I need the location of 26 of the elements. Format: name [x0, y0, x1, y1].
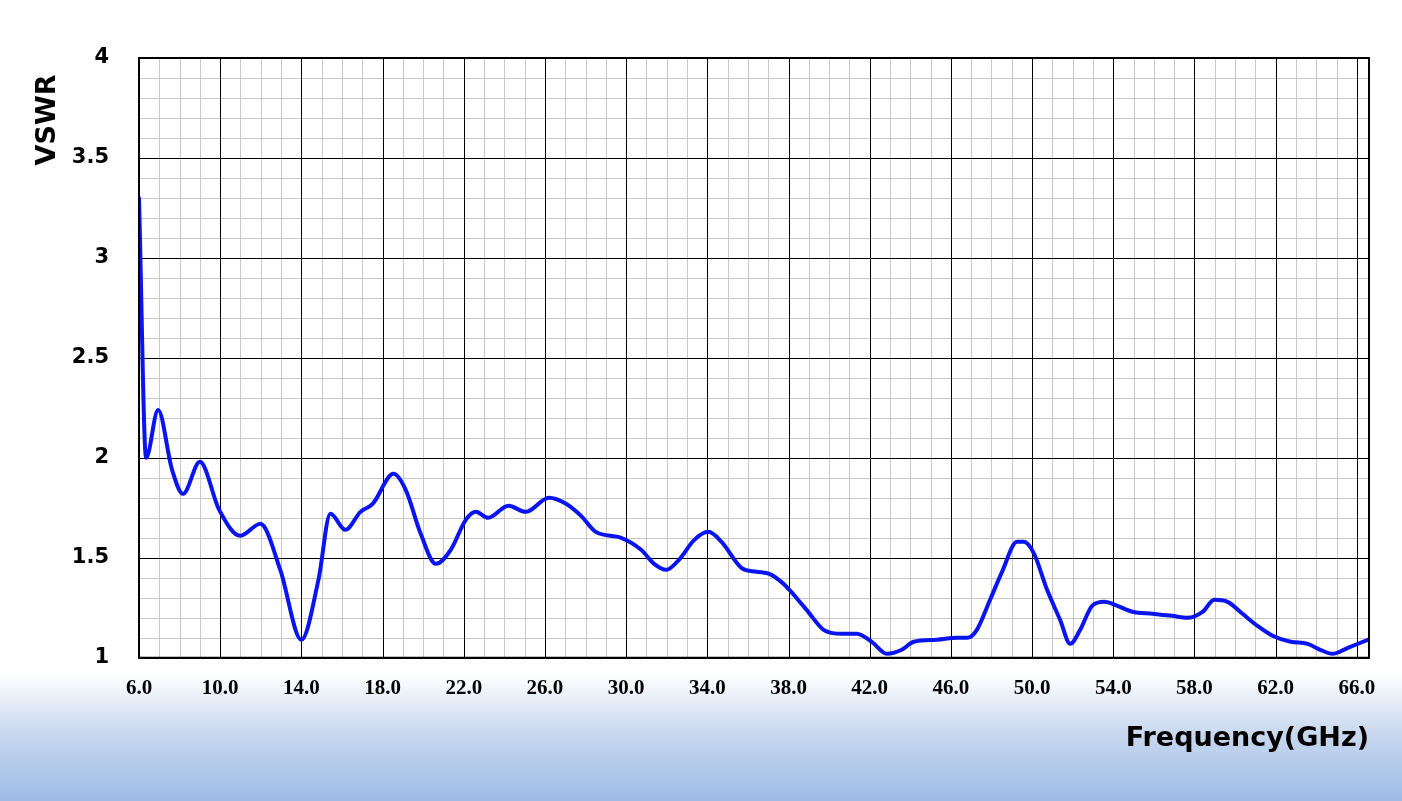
x-axis-title: Frequency(GHz): [1125, 721, 1369, 752]
y-tick-label: 2.5: [71, 344, 109, 369]
x-tick-label: 42.0: [851, 674, 889, 699]
line-series: [139, 195, 1369, 656]
x-tick-label: 6.0: [125, 674, 153, 699]
x-tick-label: 38.0: [770, 674, 807, 699]
y-tick-label: 3: [94, 244, 109, 269]
x-tick-label: 46.0: [932, 674, 970, 699]
y-tick-label: 3.5: [71, 144, 109, 169]
x-tick-label: 50.0: [1013, 674, 1051, 699]
y-tick-label: 1.5: [71, 544, 109, 569]
x-tick-label: 58.0: [1176, 674, 1213, 699]
x-tick-label: 62.0: [1257, 674, 1295, 699]
x-tick-label: 14.0: [283, 674, 320, 699]
x-tick-label: 26.0: [526, 674, 564, 699]
x-tick-label: 30.0: [607, 674, 645, 699]
x-tick-label: 22.0: [445, 674, 483, 699]
y-tick-label: 1: [94, 644, 109, 669]
x-tick-label: 54.0: [1094, 674, 1132, 699]
x-tick-label: 10.0: [201, 674, 239, 699]
x-tick-label: 18.0: [364, 674, 401, 699]
y-axis-title: VSWR: [30, 74, 62, 166]
x-tick-label: 66.0: [1338, 674, 1376, 699]
y-tick-label: 4: [94, 44, 109, 69]
x-tick-label: 34.0: [688, 674, 726, 699]
y-tick-label: 2: [94, 444, 109, 469]
